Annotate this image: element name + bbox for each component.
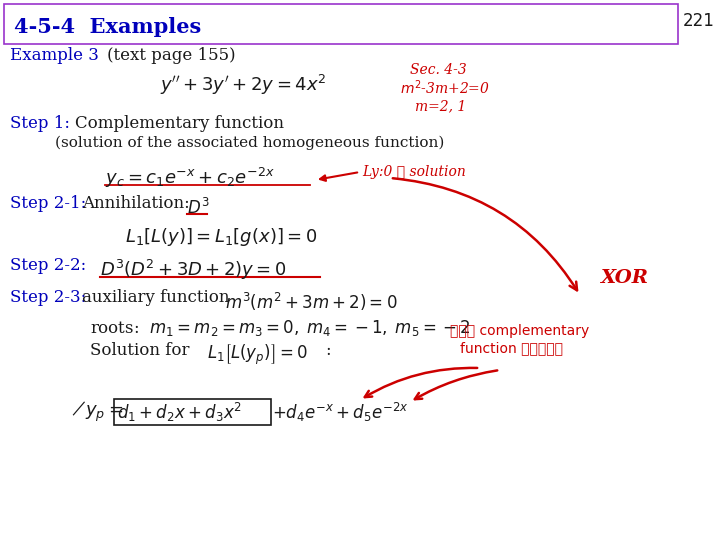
- FancyArrowPatch shape: [393, 178, 577, 291]
- Text: m=2, 1: m=2, 1: [415, 99, 467, 113]
- Text: Sec. 4-3: Sec. 4-3: [410, 63, 467, 77]
- Text: Solution for: Solution for: [90, 342, 189, 359]
- FancyArrowPatch shape: [415, 370, 498, 399]
- Text: $L_1\left[L(y_p)\right]=0$: $L_1\left[L(y_p)\right]=0$: [207, 343, 308, 367]
- Text: (solution of the associated homogeneous function): (solution of the associated homogeneous …: [55, 136, 444, 150]
- Text: XOR: XOR: [600, 269, 648, 287]
- Text: Step 1:: Step 1:: [10, 115, 70, 132]
- Text: 移除和 complementary: 移除和 complementary: [450, 324, 589, 338]
- Text: $D^3$: $D^3$: [187, 198, 210, 218]
- Text: $D^3(D^2+3D+2)y=0$: $D^3(D^2+3D+2)y=0$: [100, 258, 287, 282]
- Text: Step 2-2:: Step 2-2:: [10, 257, 86, 274]
- Text: roots:  $m_1=m_2=m_3=0,\; m_4=-1,\; m_5=-2$: roots: $m_1=m_2=m_3=0,\; m_4=-1,\; m_5=-…: [90, 318, 471, 338]
- Text: Step 2-1:: Step 2-1:: [10, 195, 86, 212]
- Text: :: :: [325, 342, 330, 359]
- Text: (text page 155): (text page 155): [107, 47, 235, 64]
- Text: $m^2$-3m+2=0: $m^2$-3m+2=0: [400, 79, 490, 97]
- Text: Example 3: Example 3: [10, 47, 99, 64]
- Text: $m^3(m^2+3m+2)=0$: $m^3(m^2+3m+2)=0$: [225, 291, 397, 313]
- Text: Step 2-3:: Step 2-3:: [10, 289, 86, 306]
- Text: Ly:0 的 solution: Ly:0 的 solution: [362, 165, 466, 179]
- FancyBboxPatch shape: [4, 4, 678, 44]
- Text: $+d_4e^{-x}+d_5e^{-2x}$: $+d_4e^{-x}+d_5e^{-2x}$: [272, 401, 409, 423]
- Text: $L_1\left[L(y)\right]=L_1\left[g(x)\right]=0$: $L_1\left[L(y)\right]=L_1\left[g(x)\righ…: [125, 226, 318, 248]
- Text: 4-5-4  Examples: 4-5-4 Examples: [14, 17, 202, 37]
- Text: auxiliary function: auxiliary function: [82, 289, 230, 306]
- Text: $\not{y_p}=$: $\not{y_p}=$: [72, 400, 123, 424]
- Text: $y''+3y'+2y=4x^2$: $y''+3y'+2y=4x^2$: [160, 73, 326, 97]
- Text: Complementary function: Complementary function: [75, 115, 284, 132]
- Text: $d_1+d_2x+d_3x^2$: $d_1+d_2x+d_3x^2$: [117, 401, 242, 423]
- FancyBboxPatch shape: [114, 399, 271, 425]
- Text: $y_c = c_1e^{-x}+c_2e^{-2x}$: $y_c = c_1e^{-x}+c_2e^{-2x}$: [105, 166, 275, 190]
- FancyArrowPatch shape: [365, 368, 477, 397]
- Text: 221: 221: [683, 12, 715, 30]
- Text: function 相同的部分: function 相同的部分: [460, 341, 563, 355]
- Text: Annihilation:: Annihilation:: [82, 195, 195, 212]
